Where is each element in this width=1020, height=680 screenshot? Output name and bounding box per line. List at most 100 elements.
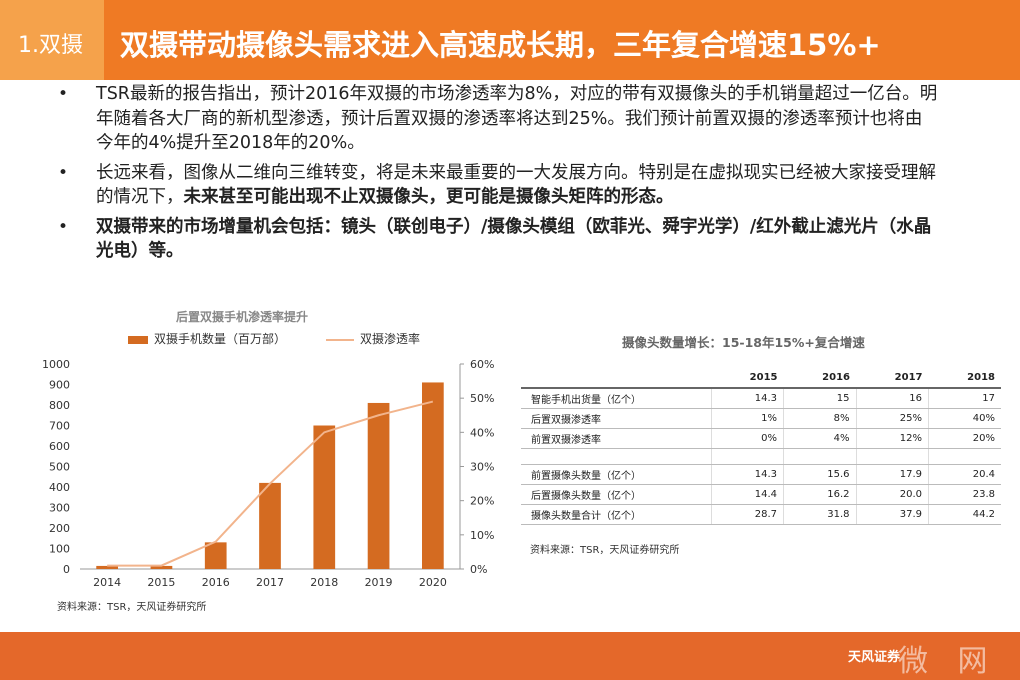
bullet-bold-text: 双摄带来的市场增量机会包括：镜头（联创电子）/摄像头模组（欧菲光、舜宇光学）/红… bbox=[96, 216, 932, 262]
bar-2020 bbox=[422, 382, 444, 569]
table-cell: 8% bbox=[783, 408, 856, 429]
table-row-label: 摄像头数量合计（亿个） bbox=[521, 504, 711, 525]
table-cell: 4% bbox=[783, 428, 856, 449]
table-header-year: 2016 bbox=[783, 368, 856, 389]
table-cell: 20.4 bbox=[928, 464, 1001, 485]
table-cell: 12% bbox=[855, 428, 929, 449]
table-cell: 14.4 bbox=[710, 484, 784, 505]
bullet-dot-icon: • bbox=[58, 162, 69, 183]
bullet-text: 长远来看，图像从二维向三维转变，将是未来最重要的一大发展方向。特别是在虚拟现实已… bbox=[96, 162, 936, 208]
bar-2016 bbox=[204, 542, 227, 569]
table-cell: 20% bbox=[928, 428, 1001, 449]
y-left-tick-label: 400 bbox=[49, 481, 70, 494]
y-right-tick-label: 50% bbox=[470, 392, 494, 405]
y-left-tick-label: 100 bbox=[49, 543, 70, 556]
table-cell bbox=[855, 448, 929, 465]
y-left-tick-label: 900 bbox=[49, 379, 70, 392]
bullet-dot-icon: • bbox=[58, 216, 69, 237]
y-left-tick-label: 600 bbox=[49, 440, 70, 453]
x-tick-label: 2017 bbox=[256, 576, 284, 589]
y-right-tick-label: 20% bbox=[470, 495, 494, 508]
table-row-label bbox=[521, 448, 711, 465]
y-right-tick-label: 10% bbox=[470, 529, 494, 542]
y-left-tick-label: 0 bbox=[63, 563, 70, 576]
table-cell: 14.3 bbox=[710, 388, 784, 409]
chart-source: 资料来源：TSR，天风证券研究所 bbox=[57, 602, 207, 613]
penetration-rate-line bbox=[107, 400, 434, 567]
table-header-year: 2018 bbox=[928, 368, 1001, 389]
table-row-label: 前置摄像头数量（亿个） bbox=[521, 464, 711, 485]
table-row-label: 后置摄像头数量（亿个） bbox=[521, 484, 711, 505]
x-tick-label: 2015 bbox=[147, 576, 175, 589]
table-row-label: 后置双摄渗透率 bbox=[521, 408, 711, 429]
y-left-tick-label: 700 bbox=[49, 420, 70, 433]
table-cell bbox=[710, 448, 784, 465]
table-cell: 40% bbox=[928, 408, 1001, 429]
legend-line-label: 双摄渗透率 bbox=[360, 332, 421, 346]
camera-table: 2015 2016 2017 2018 智能手机出货量（亿个） 14.3 15 16 17 后置双… bbox=[521, 368, 1001, 525]
chart-legend: 双摄手机数量（百万部） 双摄渗透率 bbox=[128, 330, 420, 347]
table-cell: 44.2 bbox=[928, 504, 1001, 525]
bullet-dot-icon: • bbox=[58, 84, 69, 104]
bullet-item: • 长远来看，图像从二维向三维转变，将是未来最重要的一大发展方向。特别是在虚拟现… bbox=[58, 161, 938, 210]
table-cell: 20.0 bbox=[855, 484, 929, 505]
y-left-tick-label: 300 bbox=[49, 502, 70, 515]
bar-2014 bbox=[96, 565, 118, 569]
table-cell: 28.7 bbox=[710, 504, 784, 525]
legend-bar-swatch bbox=[128, 335, 148, 344]
table-cell bbox=[928, 448, 1001, 465]
legend-line-swatch bbox=[326, 338, 355, 341]
table-cell: 17.9 bbox=[855, 464, 929, 485]
legend-bar-label: 双摄手机数量（百万部） bbox=[154, 332, 287, 346]
bullet-item: • 双摄带来的市场增量机会包括：镜头（联创电子）/摄像头模组（欧菲光、舜宇光学）… bbox=[58, 215, 938, 264]
x-tick-label: 2018 bbox=[310, 576, 338, 589]
table-cell bbox=[783, 448, 856, 465]
table-cell: 31.8 bbox=[783, 504, 856, 525]
y-left-tick-label: 800 bbox=[49, 399, 70, 412]
y-left-tick-label: 200 bbox=[49, 522, 70, 535]
y-right-tick-label: 40% bbox=[470, 426, 494, 439]
table-source: 资料来源：TSR，天风证券研究所 bbox=[530, 545, 680, 556]
table-row: 后置双摄渗透率 1% 8% 25% 40% bbox=[521, 408, 1001, 429]
bar-2015 bbox=[150, 565, 173, 569]
table-row: 摄像头数量合计（亿个） 28.7 31.8 37.9 44.2 bbox=[521, 504, 1001, 525]
y-left-tick-label: 1000 bbox=[42, 358, 70, 371]
x-tick-label: 2020 bbox=[419, 576, 447, 589]
bullet-item: • TSR最新的报告指出，预计2016年双摄的市场渗透率为8%，对应的带有双摄像… bbox=[58, 82, 938, 156]
table-row: 智能手机出货量（亿个） 14.3 15 16 17 bbox=[521, 388, 1001, 409]
table-cell: 25% bbox=[855, 408, 929, 429]
table-title: 摄像头数量增长：15-18年15%+复合增速 bbox=[622, 335, 865, 350]
x-tick-label: 2014 bbox=[93, 576, 121, 589]
footer-logo: 天风证券 bbox=[848, 650, 901, 665]
x-tick-label: 2016 bbox=[202, 576, 230, 589]
table-row: 前置摄像头数量（亿个） 14.3 15.6 17.9 20.4 bbox=[521, 464, 1001, 485]
table-row-label: 智能手机出货量（亿个） bbox=[521, 388, 711, 409]
table-row: 前置双摄渗透率 0% 4% 12% 20% bbox=[521, 428, 1001, 449]
combo-chart: 0 100 200 300 400 500 600 700 800 900 1000 0% 10% 20%… bbox=[42, 358, 494, 589]
title-bar bbox=[0, 0, 1020, 80]
table-row-label: 前置双摄渗透率 bbox=[521, 428, 711, 449]
bar-2018 bbox=[313, 425, 336, 569]
y-right-tick-label: 60% bbox=[470, 358, 494, 371]
chart-title: 后置双摄手机渗透率提升 bbox=[176, 310, 309, 324]
y-left-tick-label: 500 bbox=[49, 461, 70, 474]
table-cell: 15 bbox=[783, 388, 856, 409]
y-right-tick-label: 30% bbox=[470, 461, 494, 474]
bullet-bold-text: 未来甚至可能出现不止双摄像头，更可能是摄像头矩阵的形态。 bbox=[183, 187, 674, 207]
bullet-list: • TSR最新的报告指出，预计2016年双摄的市场渗透率为8%，对应的带有双摄像… bbox=[58, 82, 938, 269]
x-tick-label: 2019 bbox=[365, 576, 393, 589]
section-tag bbox=[0, 0, 104, 80]
bar-2017 bbox=[259, 482, 281, 569]
footer-bar bbox=[0, 632, 1020, 680]
table-row: 后置摄像头数量（亿个） 14.4 16.2 20.0 23.8 bbox=[521, 484, 1001, 505]
table-cell: 23.8 bbox=[928, 484, 1001, 505]
section-label: 1.双摄 bbox=[18, 33, 83, 58]
table-cell: 16.2 bbox=[783, 484, 856, 505]
table-cell: 16 bbox=[855, 388, 929, 409]
table-header-row: 2015 2016 2017 2018 bbox=[521, 368, 1001, 389]
table-row bbox=[521, 448, 1001, 465]
table-cell: 1% bbox=[710, 408, 784, 429]
table-cell: 17 bbox=[928, 388, 1001, 409]
bar-2019 bbox=[367, 402, 390, 569]
table-cell: 37.9 bbox=[855, 504, 929, 525]
